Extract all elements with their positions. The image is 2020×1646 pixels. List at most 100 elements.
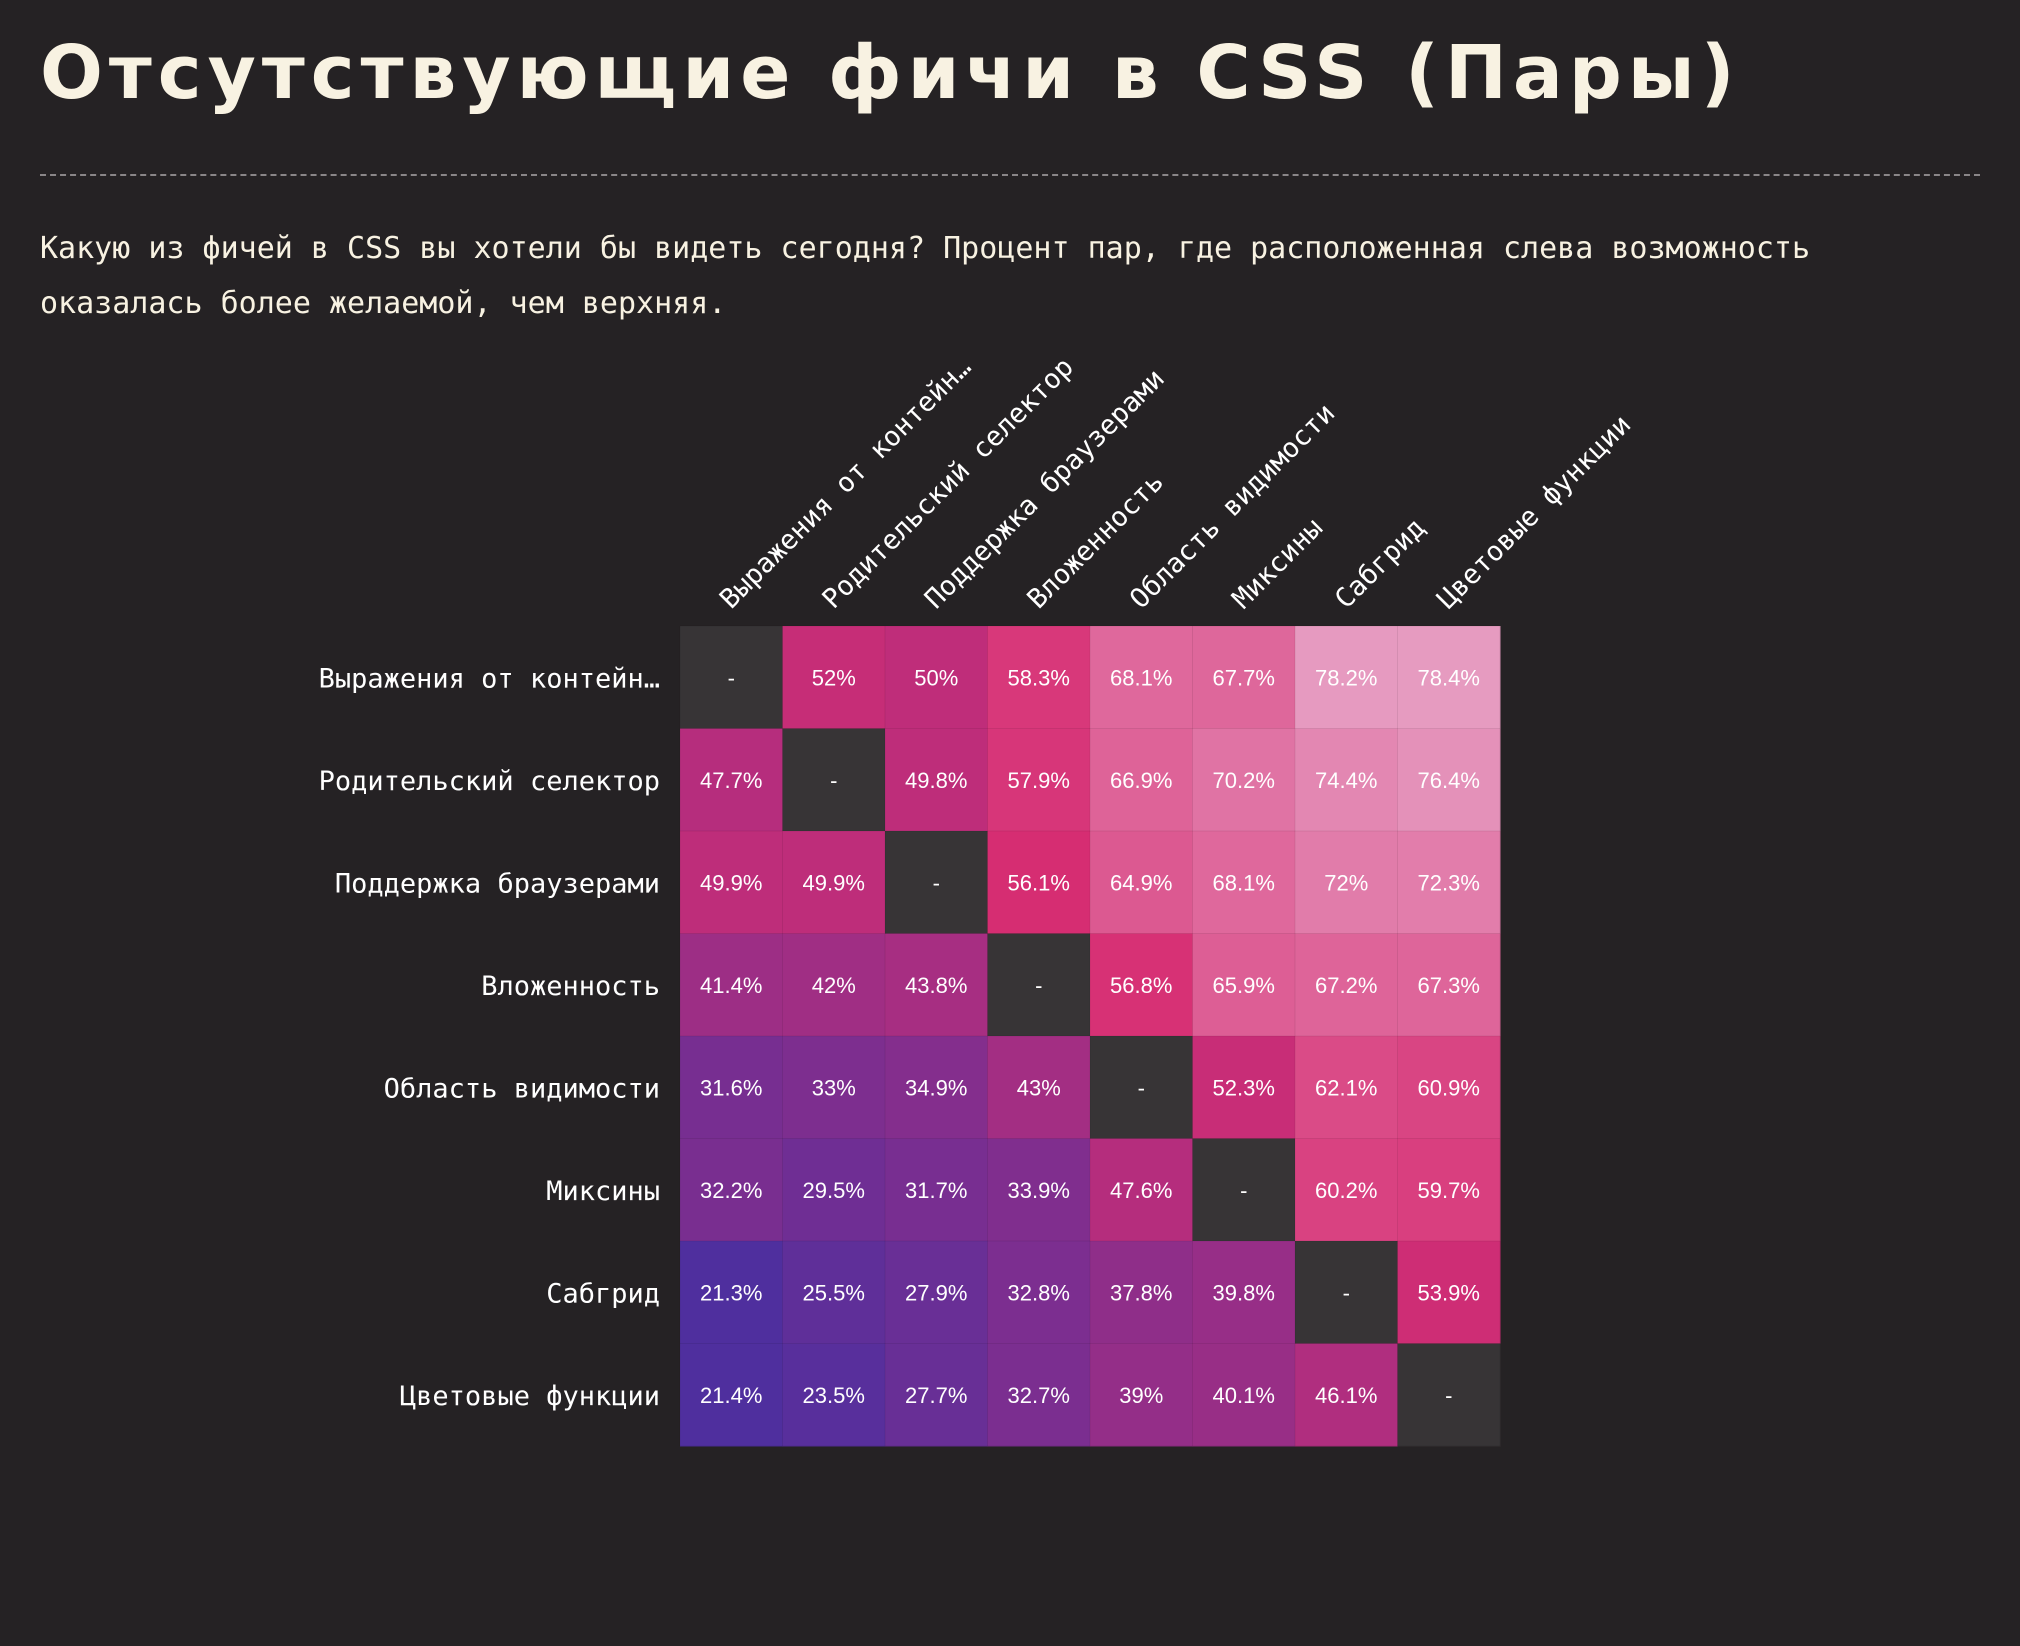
cell-value-label: 47.7% — [700, 768, 762, 793]
cell-value-label: 34.9% — [905, 1075, 967, 1100]
row-label: Цветовые функции — [400, 1381, 660, 1412]
cell-value-label: 68.1% — [1110, 665, 1172, 690]
heatmap-cell — [987, 1036, 1091, 1139]
cell-value-label: 33.9% — [1008, 1178, 1070, 1203]
heatmap-cell — [1090, 1241, 1193, 1344]
row-label: Выражения от контейн… — [319, 663, 660, 694]
cell-value-label: 37.8% — [1110, 1280, 1172, 1305]
cell-value-label: 49.8% — [905, 768, 967, 793]
cell-value-label: 40.1% — [1213, 1383, 1275, 1408]
cell-value-label: 67.7% — [1213, 665, 1275, 690]
heatmap-cell — [680, 933, 783, 1037]
cell-value-label: 66.9% — [1110, 768, 1172, 793]
cell-value-label: 70.2% — [1213, 768, 1275, 793]
row-label: Вложенность — [481, 971, 660, 1002]
heatmap-cell — [1192, 831, 1296, 934]
cell-value-label: 43% — [1017, 1075, 1061, 1100]
heatmap-cell — [680, 728, 783, 832]
cell-value-label: 23.5% — [803, 1383, 865, 1408]
cell-value-label: - — [728, 665, 735, 690]
cell-value-label: 78.4% — [1418, 665, 1480, 690]
cell-value-label: 60.2% — [1315, 1178, 1377, 1203]
cell-value-label: 39.8% — [1213, 1280, 1275, 1305]
heatmap-cell — [1192, 933, 1296, 1037]
page-title: Отсутствующие фичи в CSS (Пары) — [40, 30, 1741, 116]
cell-value-label: 47.6% — [1110, 1178, 1172, 1203]
heatmap-cell — [782, 933, 886, 1037]
cell-value-label: 52% — [812, 665, 856, 690]
cell-value-label: 31.6% — [700, 1075, 762, 1100]
cell-value-label: 50% — [914, 665, 958, 690]
heatmap-cell — [782, 1241, 886, 1344]
heatmap-cell — [885, 1241, 988, 1344]
heatmap-cell — [987, 1138, 1091, 1242]
heatmap-cell — [782, 1036, 886, 1139]
cell-value-label: 62.1% — [1315, 1075, 1377, 1100]
cell-value-label: - — [1343, 1280, 1350, 1305]
column-label: Цветовые функции — [1432, 409, 1638, 615]
heatmap-cell — [782, 831, 886, 934]
cell-value-label: 72.3% — [1418, 870, 1480, 895]
heatmap-cell — [1090, 831, 1193, 934]
heatmap-cell — [1295, 728, 1398, 832]
heatmap-cell — [885, 728, 988, 832]
heatmap-cell — [1397, 933, 1501, 1037]
diagonal-cell — [1295, 1241, 1398, 1344]
cell-value-label: 67.3% — [1418, 973, 1480, 998]
heatmap-cell — [782, 1138, 886, 1242]
cell-value-label: 33% — [812, 1075, 856, 1100]
cell-value-label: 43.8% — [905, 973, 967, 998]
row-label: Сабгрид — [546, 1278, 660, 1309]
heatmap-cell — [782, 626, 886, 729]
cell-value-label: - — [1035, 973, 1042, 998]
heatmap-cell — [680, 1241, 783, 1344]
heatmap-cell — [1090, 933, 1193, 1037]
cell-value-label: 29.5% — [803, 1178, 865, 1203]
cell-value-label: 56.1% — [1008, 870, 1070, 895]
heatmap-cell — [987, 1241, 1091, 1344]
heatmap-cell — [1192, 1241, 1296, 1344]
heatmap-cell — [885, 1036, 988, 1139]
cell-value-label: 68.1% — [1213, 870, 1275, 895]
heatmap-cell — [680, 831, 783, 934]
cell-value-label: - — [933, 870, 940, 895]
heatmap-cell — [1397, 1241, 1501, 1344]
heatmap-cell — [1090, 1138, 1193, 1242]
heatmap-cell — [987, 1343, 1091, 1447]
heatmap-cell — [1090, 1343, 1193, 1447]
row-label: Родительский селектор — [319, 766, 660, 797]
cell-value-label: 57.9% — [1008, 768, 1070, 793]
heatmap-cell — [782, 1343, 886, 1447]
cell-value-label: 27.7% — [905, 1383, 967, 1408]
heatmap-cell — [1090, 728, 1193, 832]
heatmap-cell — [885, 933, 988, 1037]
cell-value-label: 49.9% — [803, 870, 865, 895]
column-labels: Выражения от контейн…Родительский селект… — [714, 352, 1637, 615]
cell-value-label: 49.9% — [700, 870, 762, 895]
cell-value-label: 60.9% — [1418, 1075, 1480, 1100]
diagonal-cell — [987, 933, 1091, 1037]
cell-value-label: - — [1445, 1383, 1452, 1408]
heatmap-cell — [885, 1343, 988, 1447]
heatmap-cell — [680, 1036, 783, 1139]
cell-value-label: 64.9% — [1110, 870, 1172, 895]
diagonal-cell — [1192, 1138, 1296, 1242]
cell-value-label: 25.5% — [803, 1280, 865, 1305]
column-label: Область видимости — [1124, 398, 1341, 615]
heatmap-cell — [1295, 933, 1398, 1037]
heatmap-cell — [1192, 728, 1296, 832]
heatmap-cells: - 52% 50% 58.3% 68.1% 67.7% 78.2% 78.4% 47.7% - 49… — [679, 625, 1501, 1447]
heatmap-cell — [1397, 728, 1501, 832]
cell-value-label: 21.3% — [700, 1280, 762, 1305]
cell-value-label: 78.2% — [1315, 665, 1377, 690]
diagonal-cell — [885, 831, 988, 934]
heatmap-cell — [1295, 1036, 1398, 1139]
chart-description: Какую из фичей в CSS вы хотели бы видеть… — [40, 231, 1811, 321]
cell-value-label: - — [830, 768, 837, 793]
cell-value-label: 56.8% — [1110, 973, 1172, 998]
cell-value-label: 46.1% — [1315, 1383, 1377, 1408]
cell-value-label: 74.4% — [1315, 768, 1377, 793]
heatmap-cell — [885, 1138, 988, 1242]
